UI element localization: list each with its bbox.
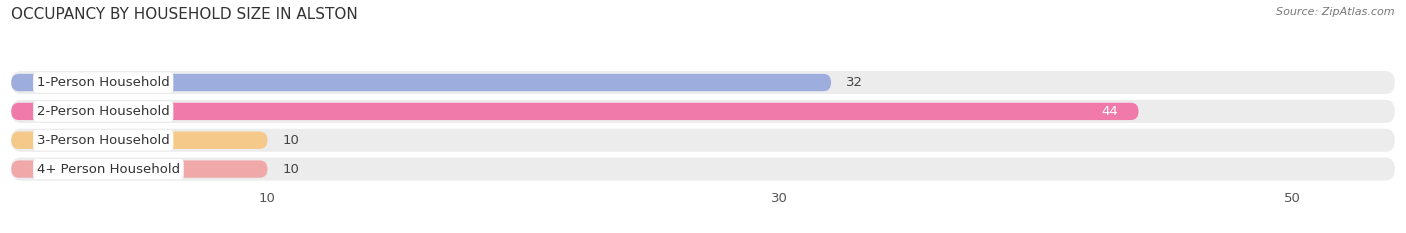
Text: 44: 44: [1101, 105, 1118, 118]
FancyBboxPatch shape: [11, 161, 267, 178]
FancyBboxPatch shape: [11, 132, 267, 149]
FancyBboxPatch shape: [11, 71, 1395, 94]
Text: 32: 32: [846, 76, 863, 89]
Text: OCCUPANCY BY HOUSEHOLD SIZE IN ALSTON: OCCUPANCY BY HOUSEHOLD SIZE IN ALSTON: [11, 7, 359, 22]
Text: 2-Person Household: 2-Person Household: [37, 105, 170, 118]
FancyBboxPatch shape: [11, 103, 1139, 120]
Text: Source: ZipAtlas.com: Source: ZipAtlas.com: [1277, 7, 1395, 17]
Text: 10: 10: [283, 134, 299, 147]
FancyBboxPatch shape: [11, 158, 1395, 181]
Text: 1-Person Household: 1-Person Household: [37, 76, 170, 89]
Text: 4+ Person Household: 4+ Person Household: [37, 163, 180, 176]
FancyBboxPatch shape: [11, 129, 1395, 152]
FancyBboxPatch shape: [11, 74, 831, 91]
Text: 3-Person Household: 3-Person Household: [37, 134, 170, 147]
Text: 10: 10: [283, 163, 299, 176]
FancyBboxPatch shape: [11, 100, 1395, 123]
